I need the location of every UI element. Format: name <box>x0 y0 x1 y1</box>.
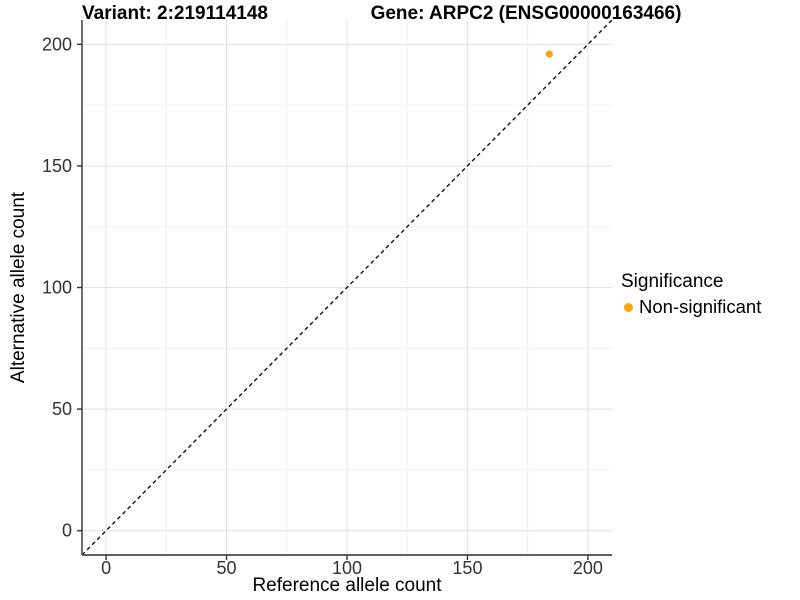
legend-title: Significance <box>621 271 724 292</box>
x-tick-label: 100 <box>332 558 362 578</box>
x-tick-label: 50 <box>217 558 237 578</box>
y-axis-title: Alternative allele count <box>8 191 29 383</box>
legend-entry-label: Non-significant <box>639 296 762 317</box>
legend: Significance Non-significant <box>621 271 761 318</box>
y-tick-label: 150 <box>42 156 72 176</box>
identity-dashed-line <box>81 19 613 556</box>
y-tick-label: 50 <box>52 399 72 419</box>
legend-point-icon <box>624 302 633 312</box>
y-tick-label: 200 <box>42 34 72 54</box>
y-tick-label: 100 <box>42 278 72 298</box>
plot-title-variant: Variant: 2:219114148 <box>82 3 268 24</box>
x-axis-title: Reference allele count <box>252 575 442 596</box>
data-point <box>545 50 553 58</box>
x-tick-label: 0 <box>101 558 111 578</box>
plot-title-gene: Gene: ARPC2 (ENSG00000163466) <box>370 3 682 24</box>
legend-entry-non-significant: Non-significant <box>621 296 761 318</box>
x-tick-label: 200 <box>573 558 603 578</box>
y-tick-label: 0 <box>62 521 72 541</box>
x-tick-label: 150 <box>452 558 482 578</box>
